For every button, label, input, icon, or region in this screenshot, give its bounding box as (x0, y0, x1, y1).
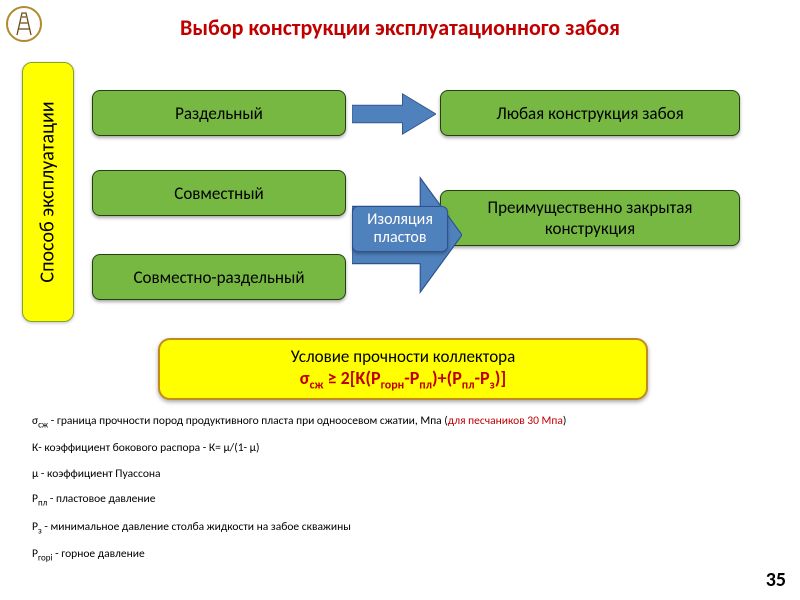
definitions-block: σсж - граница прочности пород продуктивн… (32, 416, 772, 576)
method-label-box: Способ эксплуатации (22, 62, 74, 322)
def-pz: Рз - минимальное давление столба жидкост… (32, 522, 772, 535)
box-any-construction: Любая конструкция забоя (440, 90, 740, 136)
box-joint-separate-label: Совместно-раздельный (133, 267, 304, 288)
condition-heading: Условие прочности коллектора (291, 346, 515, 367)
method-label-text: Способ эксплуатации (36, 101, 60, 282)
box-closed-construction: Преимущественно закрытая конструкция (440, 190, 740, 246)
slide-title: Выбор конструкции эксплуатационного забо… (0, 14, 800, 41)
def-mu: μ - коэффициент Пуассона (32, 469, 772, 481)
box-separate: Раздельный (92, 90, 346, 136)
box-joint: Совместный (92, 170, 346, 216)
box-closed-label: Преимущественно закрытая конструкция (451, 197, 729, 239)
condition-box: Условие прочности коллектора σсж ≥ 2[K(Р… (158, 338, 648, 400)
box-joint-separate: Совместно-раздельный (92, 254, 346, 300)
isolation-label-line1: Изоляция (367, 211, 433, 229)
box-joint-label: Совместный (174, 183, 264, 204)
def-pgorn: Ргорі - горное давление (32, 549, 772, 562)
arrow-top (352, 92, 436, 136)
def-sigma: σсж - граница прочности пород продуктивн… (32, 416, 772, 429)
isolation-label: Изоляция пластов (352, 206, 448, 252)
box-any-label: Любая конструкция забоя (496, 103, 683, 124)
def-ppl: Рпл - пластовое давление (32, 494, 772, 507)
page-number: 35 (766, 568, 786, 592)
isolation-label-line2: пластов (367, 229, 433, 247)
def-k: К- коэффициент бокового распора - К= μ/(… (32, 443, 772, 455)
box-separate-label: Раздельный (175, 103, 263, 124)
condition-formula: σсж ≥ 2[K(Ргорн-Рпл)+(Рпл-Рз)] (300, 367, 506, 393)
